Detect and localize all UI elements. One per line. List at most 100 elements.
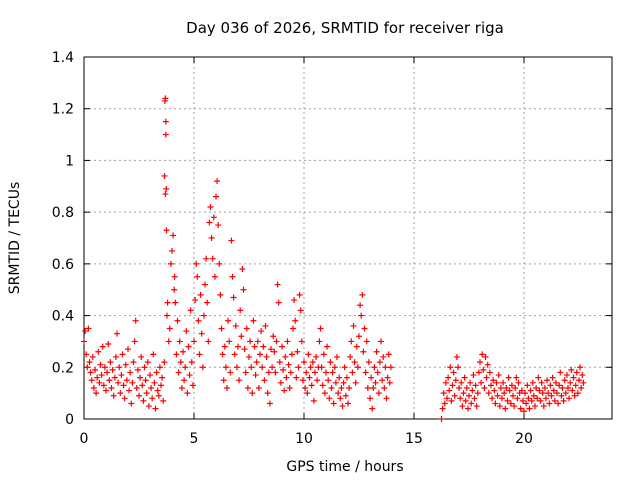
data-point: [482, 353, 489, 360]
data-point: [559, 384, 566, 391]
data-point: [490, 377, 497, 384]
data-point: [210, 214, 217, 221]
data-point: [133, 384, 140, 391]
data-point: [372, 379, 379, 386]
data-point: [461, 374, 468, 381]
data-point: [129, 379, 136, 386]
data-point: [558, 392, 565, 399]
data-point: [335, 390, 342, 397]
x-tick-label: 20: [515, 431, 533, 447]
data-point: [155, 392, 162, 399]
data-point: [557, 369, 564, 376]
data-point: [231, 351, 238, 358]
data-point: [507, 400, 514, 407]
data-point: [117, 390, 124, 397]
data-point: [191, 338, 197, 345]
data-point: [540, 403, 547, 410]
data-point: [161, 359, 168, 366]
data-point: [538, 379, 545, 386]
data-point: [196, 351, 203, 358]
data-point: [237, 307, 244, 314]
data-point: [312, 369, 318, 376]
data-point: [493, 379, 500, 386]
data-point: [474, 390, 481, 397]
y-tick-label: 1: [65, 153, 74, 169]
data-point: [317, 325, 324, 332]
data-point: [318, 364, 325, 371]
data-point: [352, 379, 359, 386]
data-point: [330, 400, 337, 407]
data-point: [349, 369, 356, 376]
data-point: [276, 359, 283, 366]
data-point: [298, 338, 305, 345]
data-point: [241, 346, 248, 353]
data-point: [193, 260, 200, 267]
data-point: [238, 333, 245, 340]
data-point: [357, 302, 364, 309]
data-point: [294, 348, 301, 355]
data-point: [529, 379, 536, 386]
data-point: [353, 343, 360, 350]
data-point: [118, 372, 125, 379]
data-point: [247, 338, 254, 345]
data-point: [112, 353, 119, 360]
data-point: [202, 281, 208, 288]
data-point: [455, 364, 461, 371]
data-point: [152, 405, 159, 412]
data-point: [172, 299, 179, 306]
data-point: [445, 374, 452, 381]
data-point: [369, 405, 376, 412]
data-point: [385, 351, 392, 358]
data-point: [206, 219, 213, 226]
data-point: [213, 193, 219, 200]
data-point: [260, 343, 267, 350]
data-point: [362, 369, 369, 376]
data-point: [233, 364, 240, 371]
data-point: [486, 369, 493, 376]
data-point: [88, 377, 95, 384]
data-point: [379, 377, 386, 384]
data-point: [224, 384, 230, 391]
data-point: [143, 390, 150, 397]
data-point: [258, 328, 265, 335]
data-point: [162, 95, 169, 102]
data-point: [184, 390, 191, 397]
data-point: [138, 353, 145, 360]
data-point: [536, 387, 543, 394]
data-point: [268, 346, 274, 353]
data-point: [548, 392, 555, 399]
data-point: [475, 369, 482, 376]
data-point: [176, 338, 183, 345]
data-point: [380, 353, 387, 360]
data-point: [376, 359, 383, 366]
y-tick-label: 0.8: [52, 205, 74, 221]
data-point: [343, 374, 350, 381]
data-point: [359, 291, 366, 298]
data-point: [534, 395, 541, 402]
data-point: [468, 400, 475, 407]
data-point: [539, 390, 546, 397]
data-point: [499, 395, 505, 402]
data-point: [121, 395, 128, 402]
data-point: [95, 348, 102, 355]
data-point: [358, 312, 365, 319]
data-point: [463, 384, 470, 391]
data-point: [356, 333, 362, 340]
data-point: [328, 384, 335, 391]
data-point: [186, 372, 193, 379]
grid-lines: [84, 57, 612, 419]
data-point: [514, 395, 521, 402]
data-point: [373, 348, 380, 355]
data-point: [265, 369, 272, 376]
data-point: [232, 322, 239, 329]
data-point: [301, 359, 307, 366]
data-point: [363, 338, 370, 345]
data-point: [503, 384, 510, 391]
data-point: [306, 374, 313, 381]
data-point: [180, 348, 186, 355]
data-point: [198, 330, 205, 337]
data-point: [577, 364, 584, 371]
data-point: [266, 400, 273, 407]
data-point: [178, 384, 185, 391]
data-point: [323, 369, 329, 376]
